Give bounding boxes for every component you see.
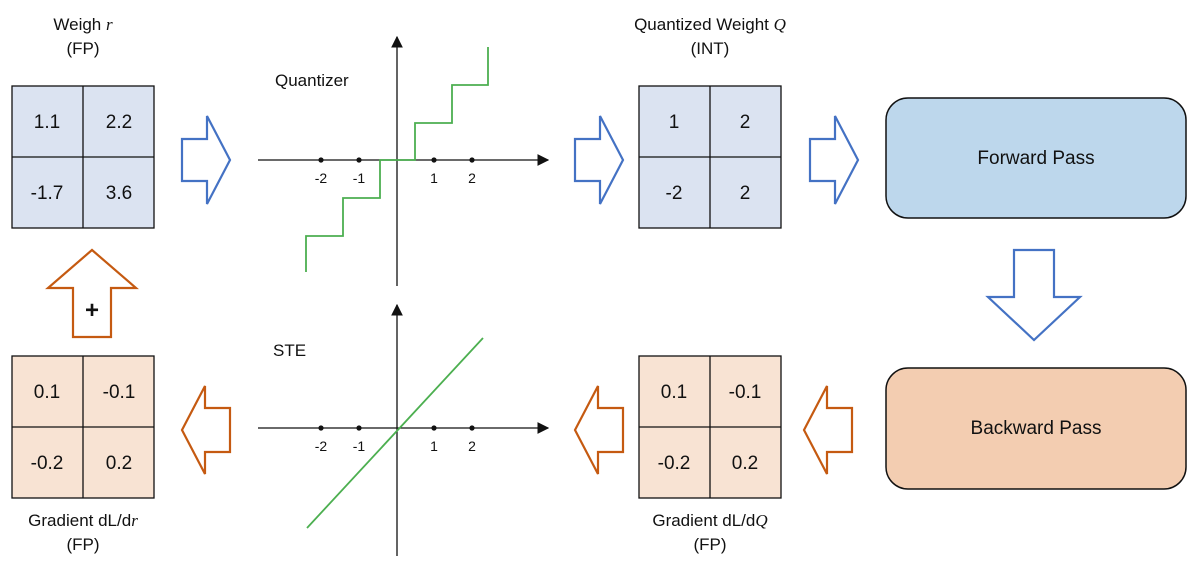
tick-label: -2 <box>315 170 328 186</box>
quantized-matrix-subtitle: (INT) <box>691 39 730 58</box>
grad-q-matrix-block: 0.1 -0.1 -0.2 0.2 Gradient dL/dQ (FP) <box>638 355 782 554</box>
grad-r-matrix-block: 0.1 -0.1 -0.2 0.2 Gradient dL/dr (FP) <box>11 355 155 554</box>
weight-cell: 3.6 <box>106 183 132 204</box>
quantized-matrix-block: Quantized Weight Q (INT) 1 2 -2 2 <box>634 15 786 229</box>
grad-q-matrix-title: Gradient dL/dQ <box>652 511 767 530</box>
hollow-down-arrow-icon <box>985 248 1083 342</box>
hollow-right-arrow-icon <box>180 115 232 205</box>
grad-q-cell: 0.1 <box>661 382 687 403</box>
forward-pass-box: Forward Pass <box>885 97 1187 219</box>
tick-dot <box>469 425 475 431</box>
grad-q-cell: -0.2 <box>658 453 691 474</box>
tick-label: -1 <box>353 170 366 186</box>
quantizer-label: Quantizer <box>275 71 349 90</box>
tick-label: 2 <box>468 438 476 454</box>
ste-identity-line <box>306 337 484 529</box>
tick-dot <box>469 157 475 163</box>
grad-r-cell: 0.1 <box>34 382 60 403</box>
backward-pass-box: Backward Pass <box>885 367 1187 490</box>
tick-label: 2 <box>468 170 476 186</box>
grad-r-matrix-title: Gradient dL/dr <box>28 511 138 530</box>
tick-label: -2 <box>315 438 328 454</box>
tick-dot <box>318 157 324 163</box>
quantizer-plot: Quantizer -2 -1 1 2 <box>258 35 550 286</box>
grad-q-matrix-subtitle: (FP) <box>693 535 726 554</box>
grad-r-cell: -0.2 <box>31 453 64 474</box>
tick-label: 1 <box>430 170 438 186</box>
tick-dot <box>431 425 437 431</box>
hollow-left-arrow-icon <box>802 385 854 475</box>
grad-r-cell: 0.2 <box>106 453 132 474</box>
hollow-right-arrow-icon <box>573 115 625 205</box>
tick-dot <box>318 425 324 431</box>
hollow-up-arrow-icon: + <box>45 248 139 339</box>
quantized-matrix-title: Quantized Weight Q <box>634 15 786 34</box>
ste-label: STE <box>273 341 306 360</box>
grad-q-cell: -0.1 <box>729 382 762 403</box>
quantized-cell: 1 <box>669 112 680 133</box>
weight-cell: 1.1 <box>34 112 60 133</box>
tick-label: 1 <box>430 438 438 454</box>
quantized-cell: 2 <box>740 112 751 133</box>
tick-dot <box>356 425 362 431</box>
tick-dot <box>356 157 362 163</box>
tick-label: -1 <box>353 438 366 454</box>
hollow-left-arrow-icon <box>573 385 625 475</box>
grad-r-cell: -0.1 <box>103 382 136 403</box>
quantized-cell: 2 <box>740 183 751 204</box>
tick-dot <box>431 157 437 163</box>
weight-matrix-title: Weigh r <box>53 15 113 34</box>
hollow-right-arrow-icon <box>808 115 860 205</box>
quantizer-step-line <box>305 47 489 272</box>
weight-matrix-subtitle: (FP) <box>66 39 99 58</box>
ste-plot: STE -2 -1 1 2 <box>258 303 550 556</box>
grad-q-cell: 0.2 <box>732 453 758 474</box>
weight-cell: 2.2 <box>106 112 132 133</box>
weight-matrix-block: Weigh r (FP) 1.1 2.2 -1.7 3.6 <box>11 15 155 229</box>
hollow-left-arrow-icon <box>180 385 232 475</box>
grad-r-matrix-subtitle: (FP) <box>66 535 99 554</box>
backward-pass-label: Backward Pass <box>971 418 1102 439</box>
weight-cell: -1.7 <box>31 183 64 204</box>
plus-symbol: + <box>85 297 99 324</box>
forward-pass-label: Forward Pass <box>977 148 1094 169</box>
quantized-cell: -2 <box>666 183 683 204</box>
